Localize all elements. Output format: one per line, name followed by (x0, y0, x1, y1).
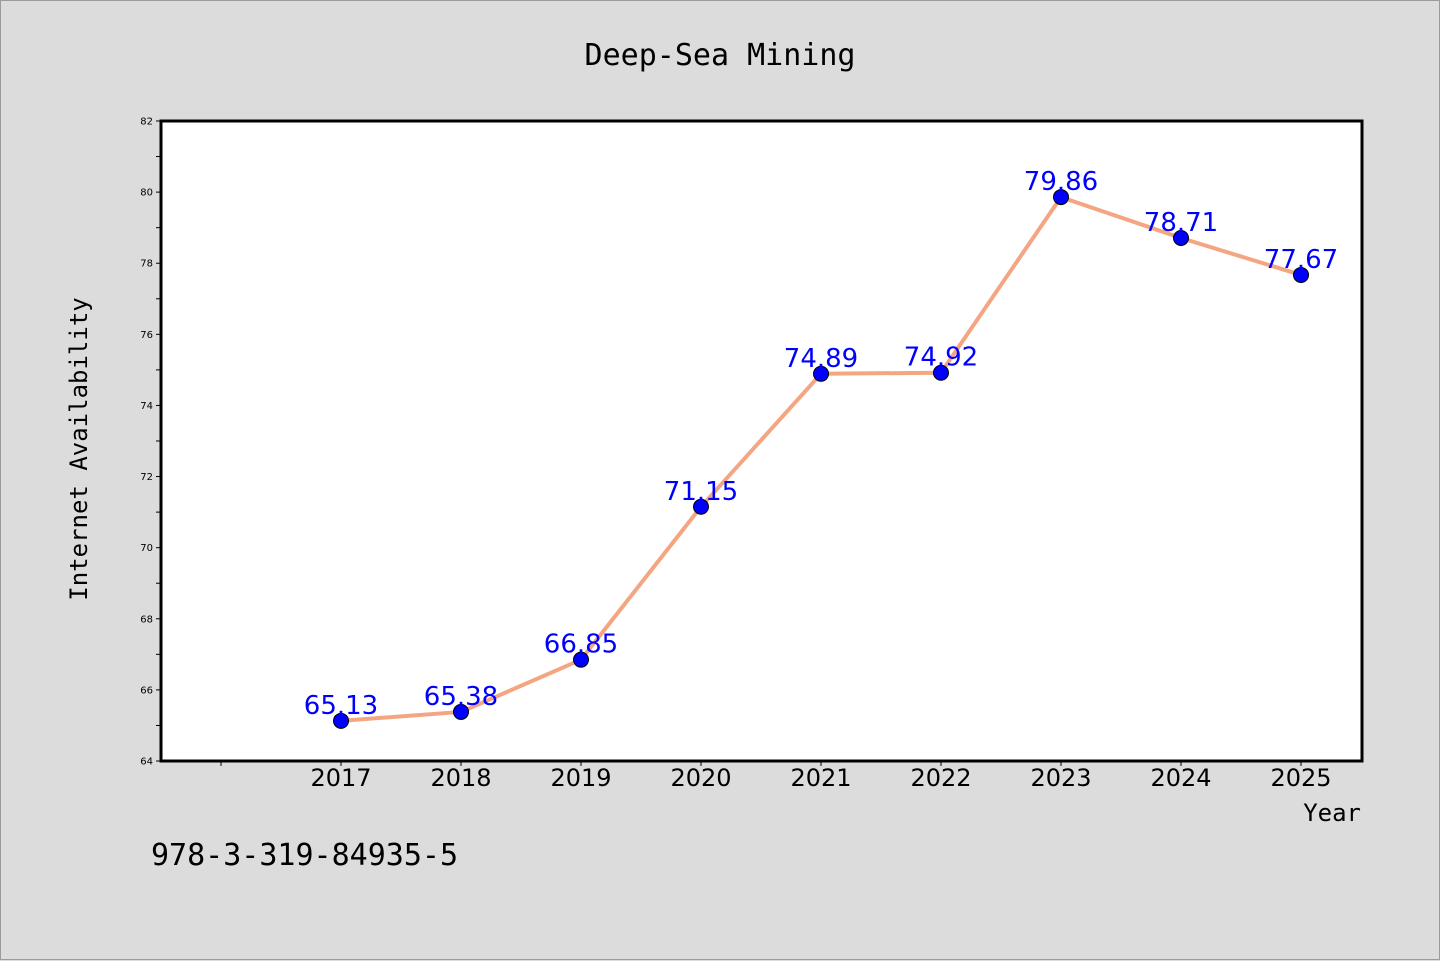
x-tick-label: 2024 (1150, 764, 1211, 792)
x-tick-label: 2023 (1030, 764, 1091, 792)
x-tick-label: 2025 (1270, 764, 1331, 792)
data-label: 74.89 (784, 344, 858, 374)
data-label: 79.86 (1024, 167, 1098, 197)
y-tick-label: 78 (140, 259, 153, 270)
y-tick-label: 68 (140, 614, 153, 625)
y-tick-label: 70 (140, 543, 153, 554)
data-point-marker (693, 498, 709, 515)
isbn-text: 978-3-319-84935-5 (151, 838, 458, 873)
data-point-marker (333, 712, 349, 729)
data-point-marker (933, 364, 949, 381)
y-axis: 64 66 68 70 72 74 76 78 80 82 (140, 117, 161, 768)
x-tick-label: 2017 (310, 764, 371, 792)
data-point-marker (453, 703, 469, 720)
data-point-marker (1293, 266, 1309, 283)
chart-title: Deep-Sea Mining (585, 38, 856, 73)
y-tick-label: 82 (140, 117, 153, 128)
x-tick-label: 2021 (790, 764, 851, 792)
data-point-marker (1053, 189, 1069, 206)
y-axis-label: Internet Availability (65, 297, 93, 600)
data-point-marker (1173, 229, 1189, 246)
y-tick-label: 64 (140, 757, 153, 768)
y-tick-label: 76 (140, 330, 153, 341)
data-point-marker (573, 651, 589, 668)
data-label: 66.85 (544, 630, 618, 660)
x-tick-label: 2020 (670, 764, 731, 792)
data-point-marker (813, 365, 829, 382)
y-tick-label: 80 (140, 188, 153, 199)
x-axis-label: Year (1303, 799, 1361, 827)
y-tick-label: 72 (140, 472, 153, 483)
data-label: 71.15 (664, 477, 738, 507)
data-label: 77.67 (1264, 245, 1338, 275)
x-tick-label: 2022 (910, 764, 971, 792)
data-label: 65.38 (424, 682, 498, 712)
y-tick-label: 66 (140, 685, 153, 696)
data-label: 65.13 (304, 691, 378, 721)
data-label: 74.92 (904, 343, 978, 373)
x-tick-label: 2018 (430, 764, 491, 792)
y-tick-label: 74 (140, 401, 153, 412)
data-label: 78.71 (1144, 208, 1218, 238)
x-tick-label: 2019 (550, 764, 611, 792)
series-layer (333, 189, 1309, 729)
x-axis: 2017 2018 2019 2020 2021 2022 2023 2024 2025 (220, 761, 1332, 792)
data-label-layer: 65.13 65.38 66.85 71.15 74.89 74.92 79.86 78.71… (304, 167, 1338, 721)
